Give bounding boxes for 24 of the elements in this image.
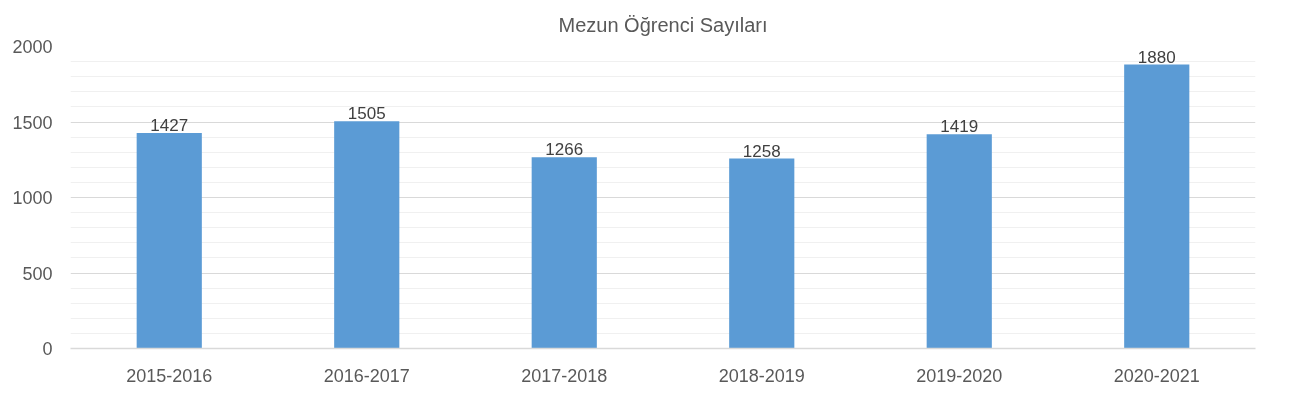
y-tick-label: 1000 — [12, 188, 53, 208]
data-label: 1427 — [150, 116, 189, 136]
x-tick-label: 2016-2017 — [323, 365, 410, 386]
bar — [1124, 64, 1190, 349]
x-tick-label: 2019-2020 — [916, 365, 1003, 386]
data-label: 1505 — [347, 104, 386, 124]
y-tick-label: 0 — [42, 339, 53, 359]
bar — [926, 134, 992, 349]
y-tick-label: 1500 — [12, 112, 53, 133]
data-label: 1266 — [545, 140, 584, 160]
x-tick-label: 2018-2019 — [718, 365, 805, 386]
y-tick-label: 2000 — [12, 37, 53, 57]
chart-title: Mezun Öğrenci Sayıları — [558, 13, 768, 36]
bar — [136, 133, 202, 349]
x-tick-label: 2017-2018 — [521, 365, 608, 386]
x-tick-label: 2020-2021 — [1113, 365, 1200, 386]
data-label: 1880 — [1137, 47, 1176, 67]
bar — [729, 158, 795, 349]
bar — [334, 121, 400, 349]
y-tick-label: 500 — [22, 263, 53, 284]
data-label: 1419 — [940, 117, 979, 137]
data-label: 1258 — [742, 141, 781, 161]
x-tick-label: 2015-2016 — [126, 365, 213, 386]
bar — [531, 157, 597, 349]
